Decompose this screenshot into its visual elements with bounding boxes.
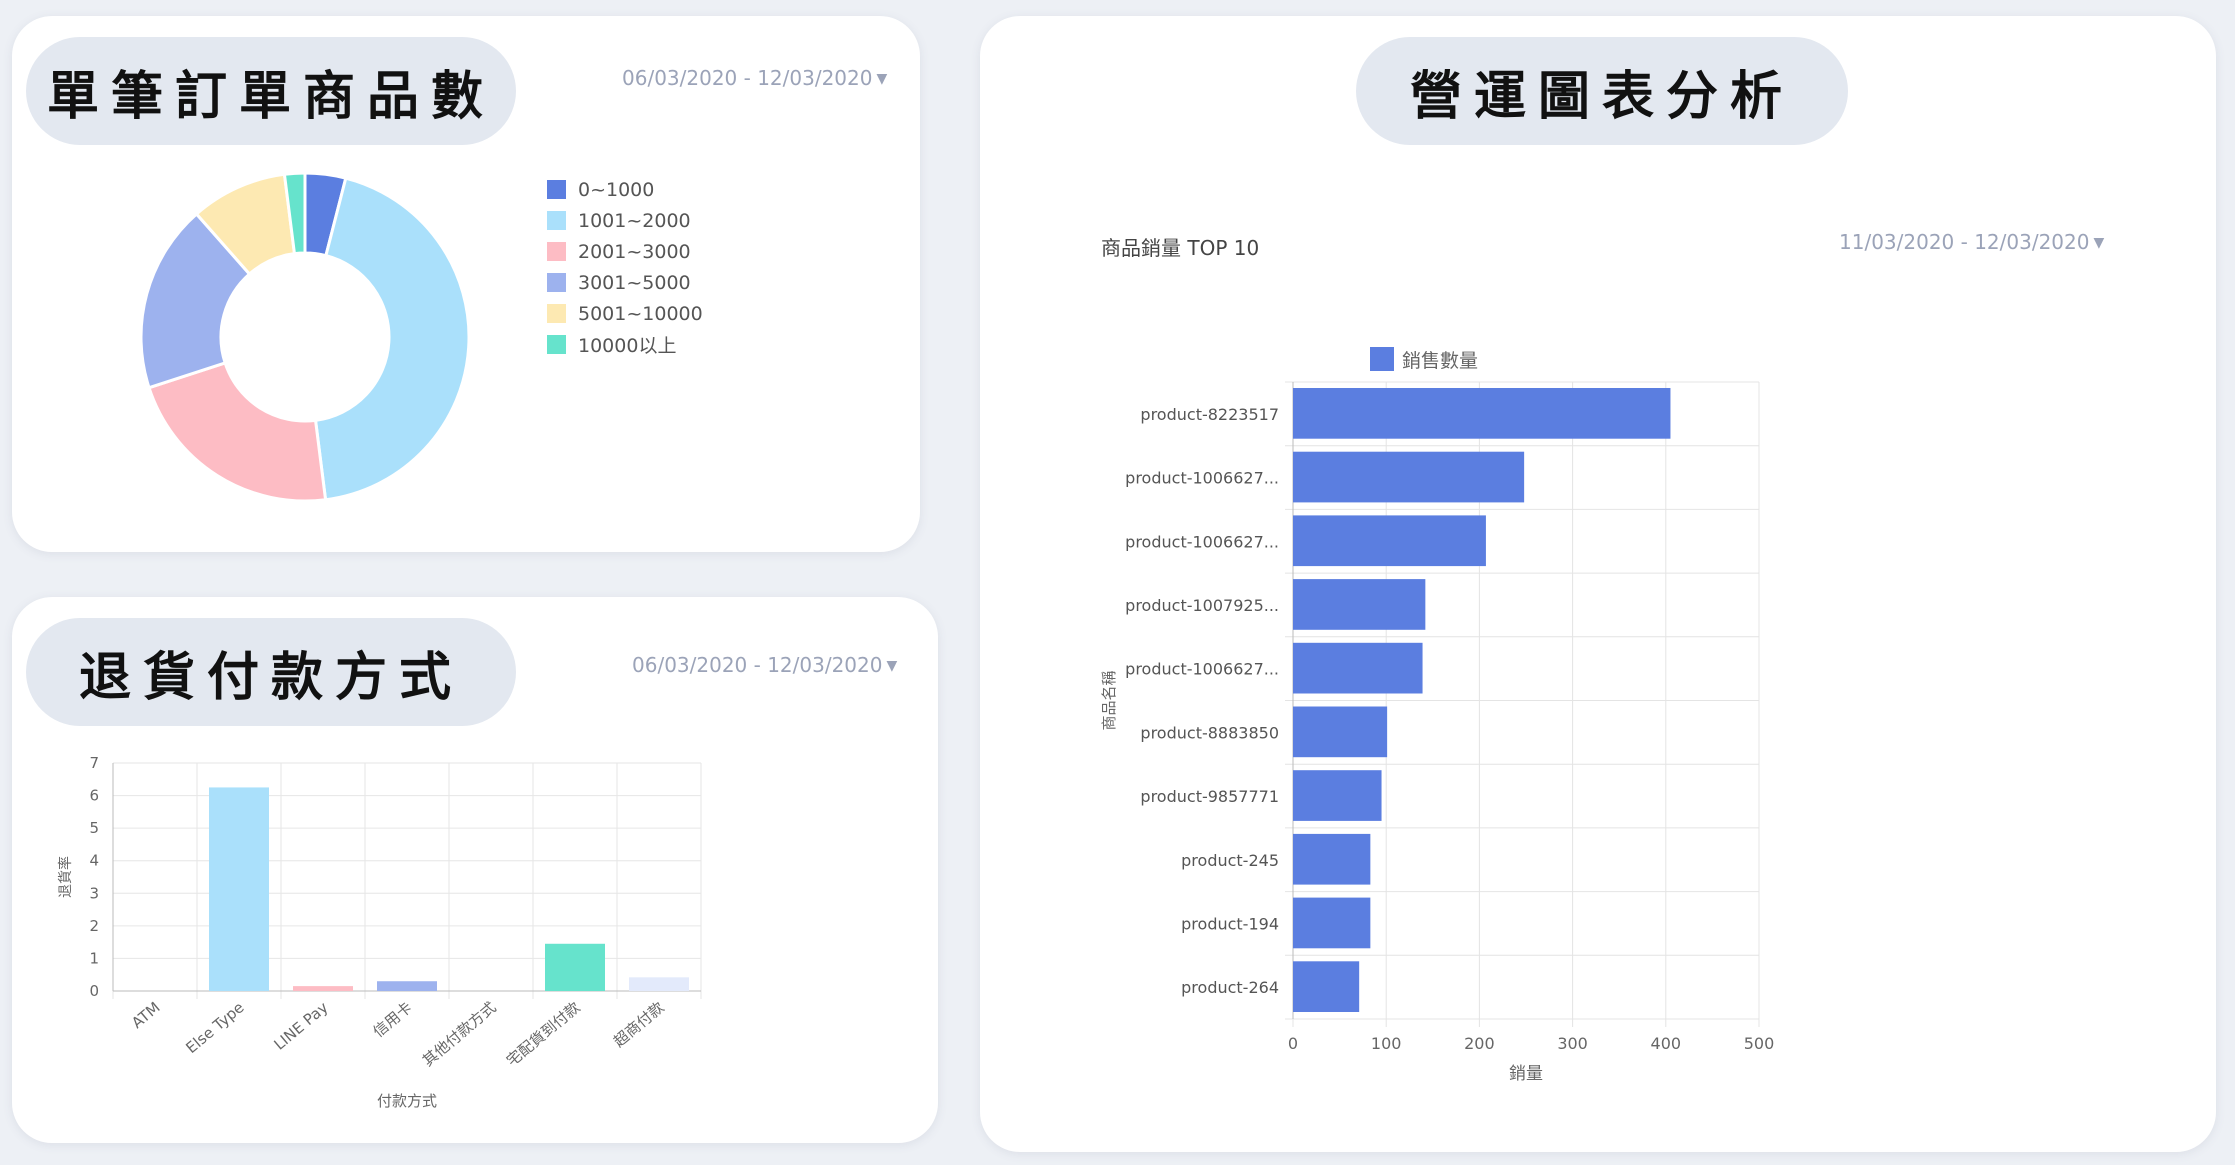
- x-axis-title: 付款方式: [377, 1092, 437, 1110]
- sales-bar: [1293, 451, 1525, 503]
- x-tick-label: 超商付款: [610, 998, 668, 1050]
- caret-down-icon: ▼: [886, 658, 898, 674]
- donut-slice-2: [147, 361, 328, 503]
- sales-bar: [1293, 515, 1486, 567]
- sales-bar: [1293, 706, 1388, 758]
- y-tick-label: 4: [89, 852, 99, 870]
- y-tick-label: 7: [89, 754, 99, 772]
- y-tick-label: product-1007925...: [1125, 596, 1279, 615]
- legend-swatch: [547, 211, 566, 230]
- top10-chart-title: 商品銷量 TOP 10: [1101, 236, 1260, 260]
- operations-analysis-card: 營運圖表分析 商品銷量 TOP 10 11/03/2020 - 12/03/20…: [980, 16, 2216, 1152]
- items-donut-chart: [139, 171, 471, 503]
- items-per-order-card: 單筆訂單商品數 06/03/2020 - 12/03/2020 ▼ 0~1000 1…: [12, 16, 920, 552]
- y-tick-label: 0: [89, 982, 99, 1000]
- x-tick-label: 宅配貨到付款: [503, 998, 584, 1070]
- y-tick-label: 1: [89, 949, 99, 967]
- y-tick-label: product-264: [1181, 978, 1279, 997]
- y-tick-label: product-1006627...: [1125, 660, 1279, 679]
- sales-bar: [1293, 579, 1426, 630]
- return-payment-card: 退貨付款方式 06/03/2020 - 12/03/2020 ▼ 0 1 2 3 4 5 6 7…: [12, 597, 938, 1143]
- items-donut-legend: 0~1000 1001~2000 2001~3000 3001~5000 5001~10…: [547, 174, 703, 360]
- x-tick-label: 500: [1744, 1034, 1775, 1053]
- sales-bar: [1293, 833, 1371, 885]
- y-tick-label: product-1006627...: [1125, 532, 1279, 551]
- legend-item[interactable]: 5001~10000: [547, 298, 703, 329]
- y-axis-title: 商品名稱: [1100, 670, 1118, 730]
- x-tick-label: 200: [1464, 1034, 1495, 1053]
- y-tick-label: product-8883850: [1140, 723, 1279, 742]
- return-bar: [377, 981, 437, 991]
- legend-item[interactable]: 10000以上: [547, 329, 703, 360]
- y-tick-label: product-9857771: [1140, 787, 1279, 806]
- items-date-range-dropdown[interactable]: 06/03/2020 - 12/03/2020 ▼: [622, 66, 888, 90]
- legend-label: 0~1000: [578, 178, 655, 201]
- return-rate-bar-chart: 0 1 2 3 4 5 6 7 ATM Else Type LINE Pay 信用卡 其他付款方式 宅配貨…: [57, 754, 702, 1110]
- legend-swatch: [547, 180, 566, 199]
- sales-bar: [1293, 388, 1671, 439]
- legend-item[interactable]: 1001~2000: [547, 205, 703, 236]
- ops-date-range-dropdown[interactable]: 11/03/2020 - 12/03/2020 ▼: [1839, 230, 2105, 254]
- items-per-order-title: 單筆訂單商品數: [26, 37, 516, 145]
- top10-sales-bar-chart: 0 100 200 300 400 500 product-8223517 product-1…: [1100, 347, 1775, 1084]
- y-axis-title: 退貨率: [57, 856, 74, 898]
- x-tick-label: 300: [1557, 1034, 1588, 1053]
- donut-slice-1: [313, 176, 471, 502]
- y-tick-label: product-8223517: [1140, 405, 1279, 424]
- legend-label: 10000以上: [578, 335, 677, 357]
- y-tick-label: 2: [89, 917, 99, 935]
- x-tick-label: 100: [1371, 1034, 1402, 1053]
- legend-swatch: [547, 335, 566, 354]
- return-bar: [545, 943, 605, 991]
- sales-bar: [1293, 961, 1360, 1012]
- donut-slice-5: [282, 171, 307, 256]
- return-bar: [629, 977, 689, 991]
- x-tick-label: ATM: [128, 998, 163, 1032]
- x-tick-label: LINE Pay: [270, 998, 331, 1053]
- x-axis-title: 銷量: [1509, 1064, 1543, 1084]
- x-tick-label: 其他付款方式: [419, 998, 500, 1070]
- legend-item[interactable]: 2001~3000: [547, 236, 703, 267]
- returns-date-range-dropdown[interactable]: 06/03/2020 - 12/03/2020 ▼: [632, 653, 898, 677]
- legend-swatch: [547, 273, 566, 292]
- sales-bar: [1293, 770, 1382, 821]
- legend-swatch: [547, 242, 566, 261]
- donut-slice-3: [139, 211, 252, 390]
- operations-analysis-title: 營運圖表分析: [1356, 37, 1848, 145]
- legend-swatch: [1370, 347, 1394, 371]
- y-tick-label: product-1006627...: [1125, 469, 1279, 488]
- legend-label: 2001~3000: [578, 240, 691, 263]
- caret-down-icon: ▼: [2093, 235, 2105, 251]
- x-tick-label: 400: [1651, 1034, 1682, 1053]
- x-tick-label: 信用卡: [370, 998, 416, 1041]
- legend-swatch: [547, 304, 566, 323]
- caret-down-icon: ▼: [876, 71, 888, 87]
- return-bar: [293, 986, 353, 991]
- x-tick-label: Else Type: [182, 998, 247, 1057]
- y-tick-label: product-245: [1181, 851, 1279, 870]
- y-tick-label: product-194: [1181, 914, 1279, 933]
- legend-label: 3001~5000: [578, 271, 691, 294]
- legend-item[interactable]: 3001~5000: [547, 267, 703, 298]
- y-tick-label: 5: [89, 819, 99, 837]
- return-bar: [209, 787, 269, 991]
- y-tick-label: 3: [89, 884, 99, 902]
- sales-bar: [1293, 897, 1371, 949]
- x-tick-label: 0: [1288, 1034, 1298, 1053]
- legend-label: 銷售數量: [1402, 350, 1478, 372]
- legend-label: 1001~2000: [578, 209, 691, 232]
- legend-label: 5001~10000: [578, 302, 703, 325]
- return-payment-title: 退貨付款方式: [26, 618, 516, 726]
- legend-item[interactable]: 0~1000: [547, 174, 703, 205]
- y-tick-label: 6: [89, 787, 99, 805]
- sales-bar: [1293, 642, 1423, 694]
